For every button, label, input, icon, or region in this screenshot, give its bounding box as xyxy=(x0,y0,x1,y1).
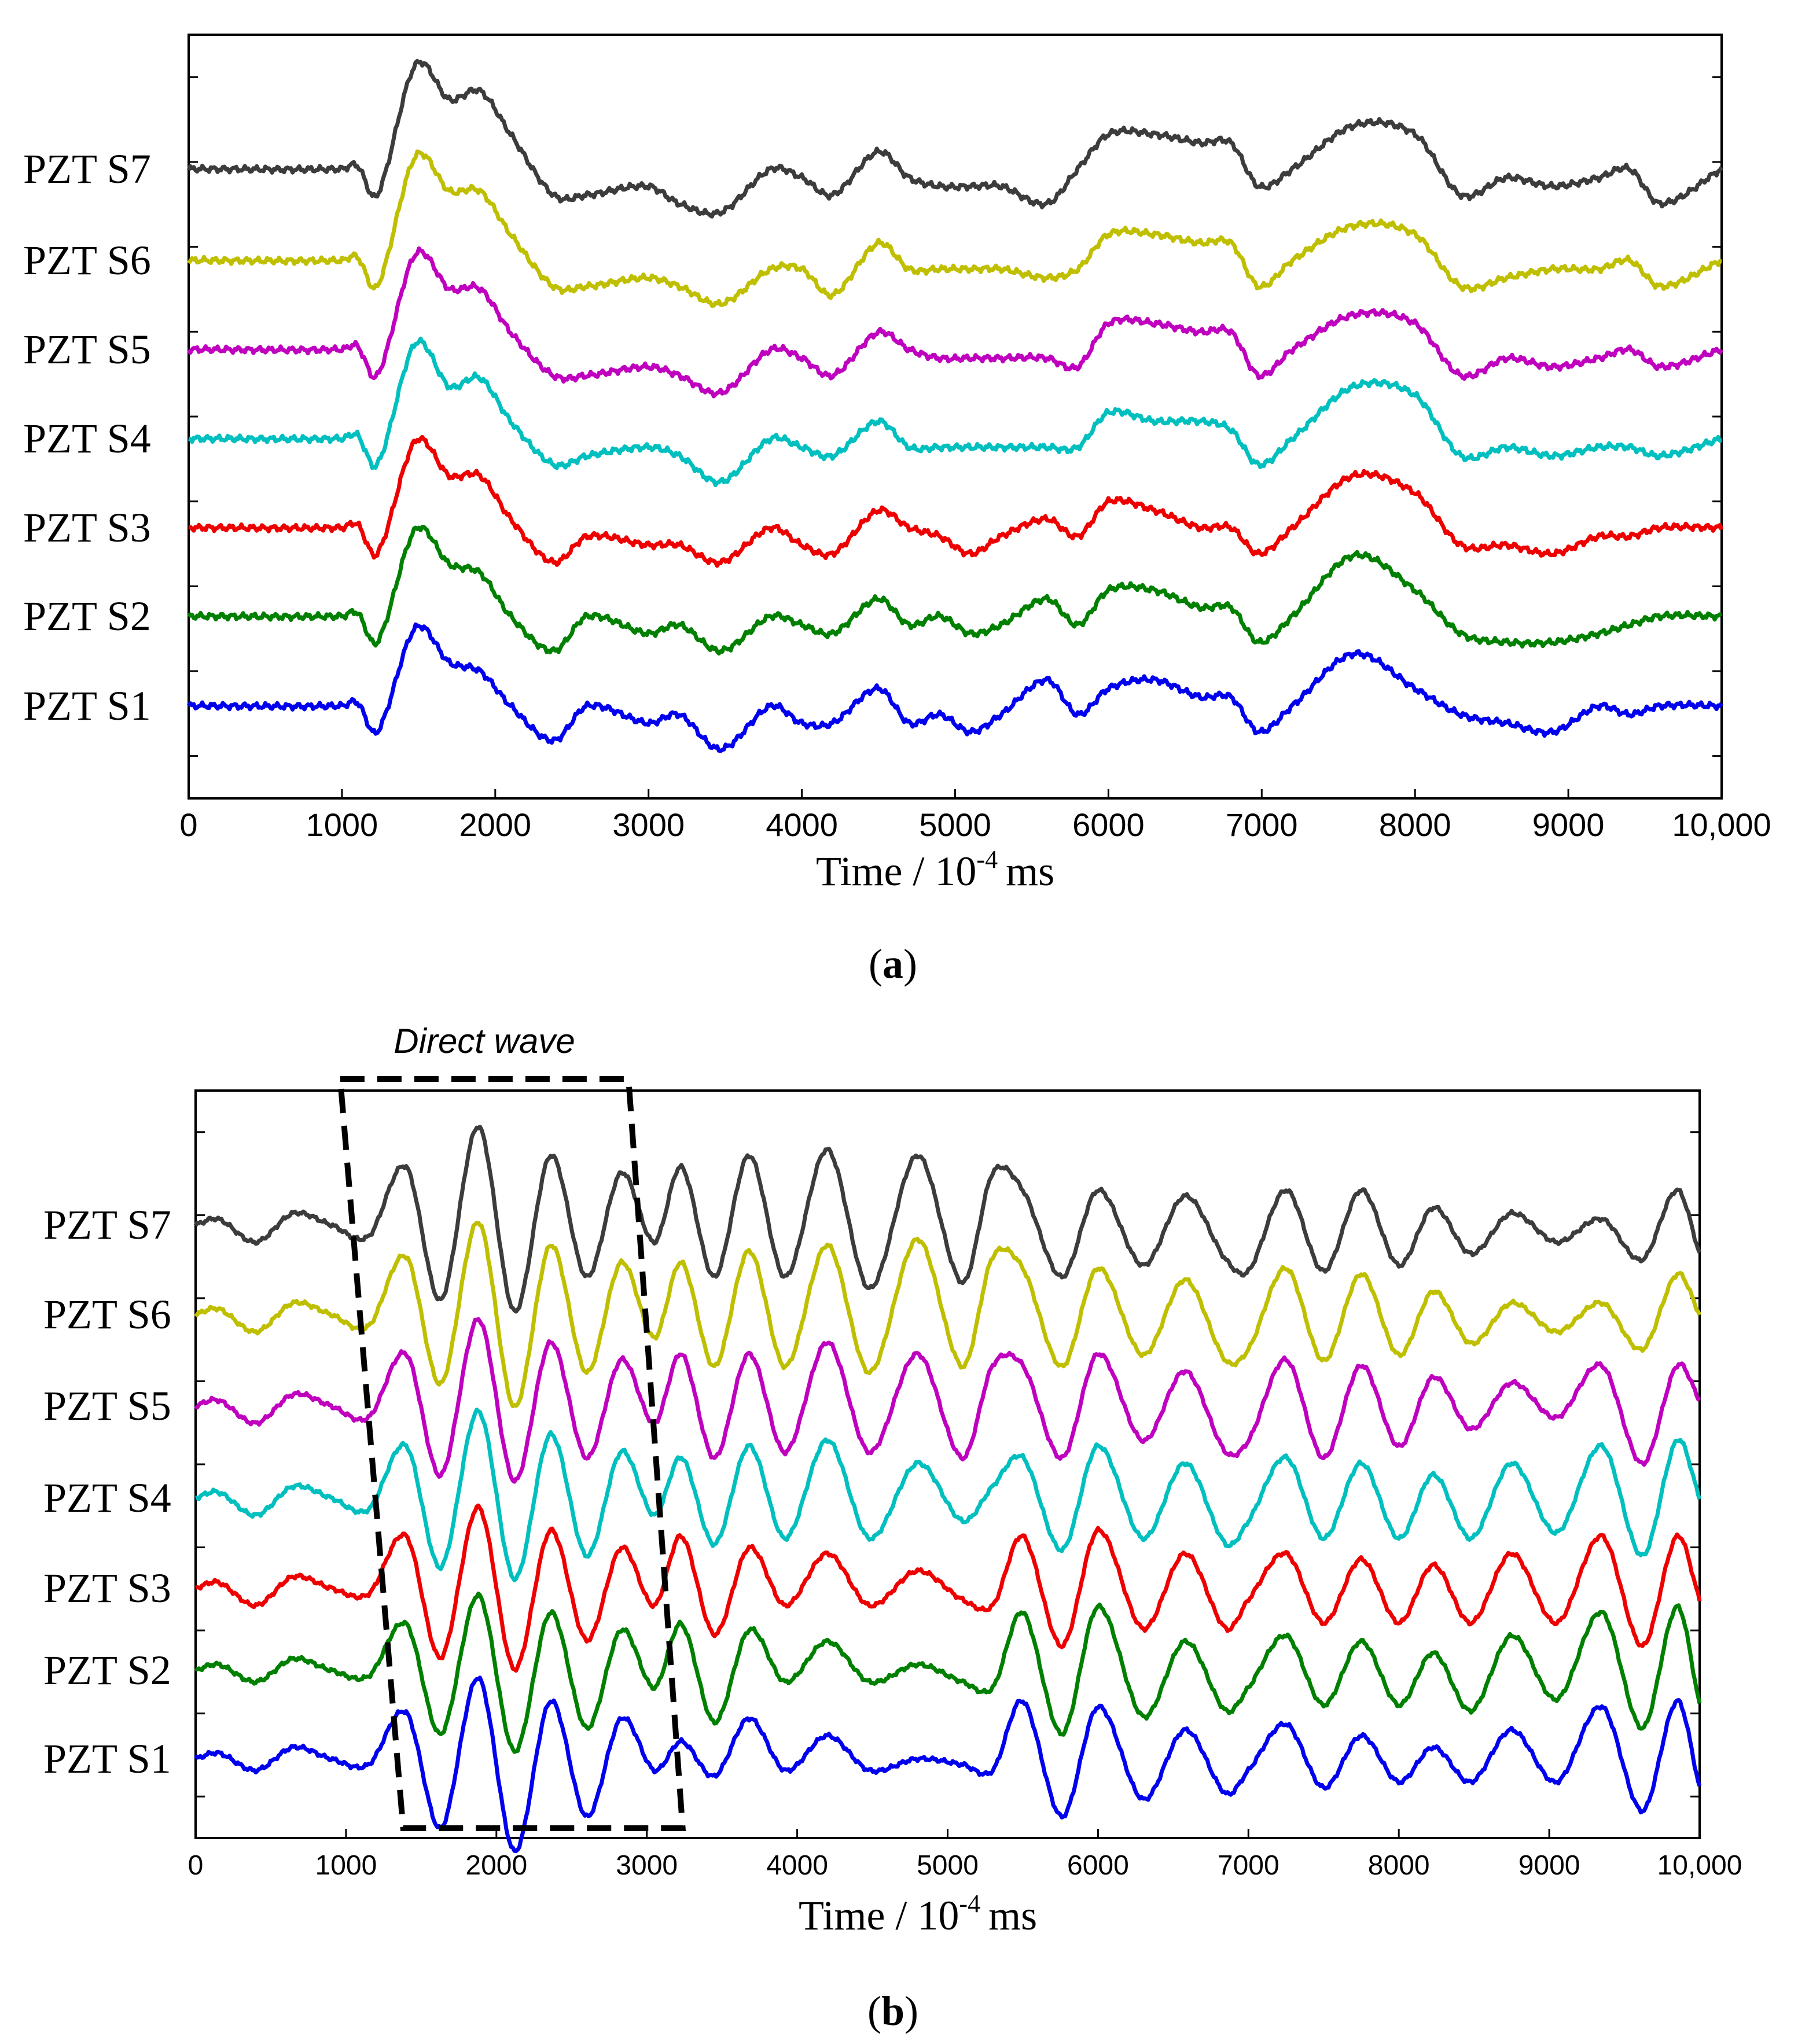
series-label: PZT S4 xyxy=(23,415,151,462)
x-tick-label: 2000 xyxy=(465,1850,527,1881)
series-line-pzt-s3 xyxy=(188,434,1724,568)
x-tick-label: 7000 xyxy=(1226,806,1298,843)
panel-b: 0 1000 2000 3000 4000 5000 6000 7000 8000 9000 10,… xyxy=(43,1022,1742,2034)
x-tick-label: 10,000 xyxy=(1657,1850,1742,1881)
x-tick-label: 10,000 xyxy=(1672,806,1771,843)
series-label: PZT S6 xyxy=(43,1291,171,1338)
series-line-pzt-s6 xyxy=(194,1221,1702,1409)
series-label: PZT S2 xyxy=(23,593,151,639)
series-line-pzt-s1 xyxy=(187,622,1723,753)
series-line-pzt-s1 xyxy=(194,1675,1702,1854)
direct-wave-label: Direct wave xyxy=(394,1022,575,1060)
y-axis-ticks xyxy=(196,1131,1700,1798)
x-tick-label: 0 xyxy=(188,1850,204,1881)
series-line-pzt-s5 xyxy=(194,1317,1701,1484)
panel-a: 0 1000 2000 3000 4000 5000 6000 7000 8000 9000 10,… xyxy=(23,34,1771,987)
series-label: PZT S1 xyxy=(43,1736,171,1782)
x-tick-label: 5000 xyxy=(917,1850,979,1881)
series-label: PZT S7 xyxy=(23,146,151,192)
x-tick-label: 9000 xyxy=(1532,806,1605,843)
series-line-pzt-s6 xyxy=(187,149,1722,308)
series-line-pzt-s3 xyxy=(195,1503,1702,1673)
panel-caption: (b) xyxy=(867,1988,918,2034)
plot-frame xyxy=(187,34,1723,800)
x-axis-label: Time / 10-4 ms xyxy=(799,1890,1037,1939)
x-tick-label: 8000 xyxy=(1379,806,1451,843)
x-tick-label: 4000 xyxy=(766,806,838,843)
x-tick-label: 6000 xyxy=(1067,1850,1129,1881)
series-label: PZT S3 xyxy=(43,1565,171,1611)
x-tick-label: 0 xyxy=(179,806,197,843)
x-tick-label: 3000 xyxy=(612,806,685,843)
series-label: PZT S3 xyxy=(23,504,151,551)
x-tick-label: 1000 xyxy=(306,806,378,843)
x-tick-label: 1000 xyxy=(315,1850,377,1881)
series-label: PZT S6 xyxy=(23,237,151,283)
x-tick-label: 7000 xyxy=(1218,1850,1279,1881)
x-tick-label: 4000 xyxy=(766,1850,828,1881)
plot-frame xyxy=(194,1089,1701,1839)
x-tick-label: 8000 xyxy=(1368,1850,1430,1881)
y-axis-ticks xyxy=(189,76,1722,757)
series-line-pzt-s5 xyxy=(186,246,1724,399)
x-tick-label: 3000 xyxy=(616,1850,678,1881)
series-label: PZT S5 xyxy=(23,326,151,373)
x-tick-label: 5000 xyxy=(919,806,991,843)
x-tick-label: 9000 xyxy=(1518,1850,1580,1881)
series-line-pzt-s2 xyxy=(194,1592,1702,1754)
series-line-pzt-s4 xyxy=(188,336,1722,488)
series-label: PZT S7 xyxy=(43,1202,171,1248)
series-line-pzt-s7 xyxy=(186,58,1723,219)
series-label: PZT S2 xyxy=(43,1647,171,1693)
series-label: PZT S4 xyxy=(43,1475,171,1521)
series-line-pzt-s2 xyxy=(187,525,1722,655)
panel-caption: (a) xyxy=(869,941,917,987)
series-label: PZT S1 xyxy=(23,683,151,729)
x-axis-label: Time / 10-4 ms xyxy=(816,845,1054,894)
series-label: PZT S5 xyxy=(43,1383,171,1429)
x-tick-label: 2000 xyxy=(459,806,532,843)
x-tick-label: 6000 xyxy=(1072,806,1145,843)
series-line-pzt-s7 xyxy=(193,1125,1702,1314)
direct-wave-box xyxy=(337,1076,686,1831)
series-line-pzt-s4 xyxy=(195,1408,1702,1583)
